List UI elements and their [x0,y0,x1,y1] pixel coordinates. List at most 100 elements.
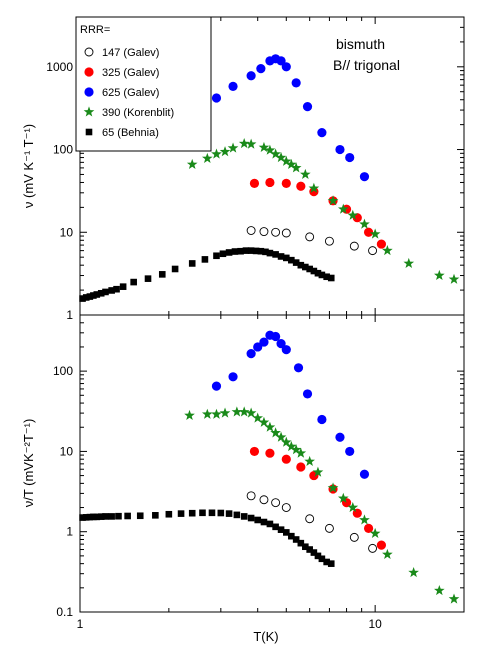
data-point [201,256,209,263]
data-point [272,523,279,531]
data-point [323,273,330,281]
data-point [82,514,90,521]
data-point [188,260,196,267]
data-point [264,421,276,432]
legend-label: 625 (Galev) [102,87,159,99]
data-point [275,431,287,442]
data-point [211,408,222,419]
data-point [130,278,137,286]
legend-label: 325 (Galev) [102,67,159,79]
data-point [280,155,292,166]
data-point [152,512,159,519]
data-point [305,232,315,242]
data-point [403,257,415,268]
data-point [158,271,166,278]
data-point [233,511,241,519]
bottom-y-axis-title: ν/T (mVK⁻²T⁻¹) [21,419,36,508]
data-point [310,549,318,556]
legend-entries: 147 (Galev) 325 (Galev) 625 (Galev) 390 (Ko… [83,47,174,139]
y-tick-label: 1 [66,308,73,322]
data-point [271,227,281,237]
data-point [296,181,306,191]
data-point [211,381,222,391]
data-point [337,203,349,214]
legend-entry: 325 (Galev) [84,67,159,79]
data-point [238,406,250,417]
data-point [337,492,349,503]
annotation-field: B// trigonal [333,57,400,73]
data-point [246,349,256,359]
data-point [119,283,127,290]
data-point [266,249,274,257]
legend-label: 147 (Galev) [102,47,159,59]
data-point [213,252,220,260]
data-point [292,536,300,543]
data-point [271,331,281,342]
legend-box [75,16,212,152]
data-point [253,342,263,352]
data-point [308,182,320,193]
legend: RRR= 147 (Galev) 325 (Galev) 625 (Galev) 39… [75,16,212,152]
data-point [281,503,291,512]
bottom-panel: 0.1 1 10 100 1 10 ν/T (mVK⁻²T⁻¹) T(K) [21,314,465,644]
data-point [144,275,152,282]
data-point [266,520,274,528]
y-tick-label: 100 [53,143,73,157]
data-point [246,71,256,81]
x-axis-title: T(K) [253,629,278,644]
data-point [262,248,269,256]
data-point [256,64,266,74]
data-point [97,289,105,297]
data-point [296,462,306,472]
data-point [272,251,279,258]
data-point [288,256,295,264]
data-point [293,363,304,373]
data-point [184,409,195,421]
data-point [90,292,97,299]
data-point [286,158,297,169]
series-65-behnia [79,509,335,567]
data-point [297,539,305,547]
data-point [245,138,257,149]
data-point [347,501,359,513]
legend-marker [84,87,94,97]
data-point [304,455,315,466]
legend-marker [83,106,95,117]
data-point [259,495,269,505]
legend-marker [85,128,93,136]
data-point [275,151,287,163]
data-point [369,228,381,239]
data-point [408,566,419,578]
data-point [281,178,291,188]
data-point [306,546,313,553]
data-point [324,523,334,533]
legend-label: 65 (Behnia) [102,127,159,139]
data-point [86,513,94,521]
data-point [305,514,315,524]
data-point [258,141,270,152]
data-point [281,228,291,238]
data-point [317,414,327,425]
data-point [368,246,378,256]
data-point [227,142,239,153]
data-point [177,510,185,517]
data-point [113,285,120,293]
data-point [231,248,239,255]
data-point [201,408,213,419]
data-point [225,510,233,517]
data-point [327,274,335,282]
data-point [252,412,264,423]
data-point [434,584,445,596]
data-point [302,389,313,399]
data-point [302,543,309,551]
data-point [359,218,370,229]
data-point [208,509,216,517]
data-point [238,137,250,149]
data-point [363,227,374,237]
legend-entry: 625 (Galev) [84,87,159,99]
data-point [349,532,359,542]
data-point [292,259,300,266]
data-point [297,261,305,269]
data-point [448,593,460,604]
